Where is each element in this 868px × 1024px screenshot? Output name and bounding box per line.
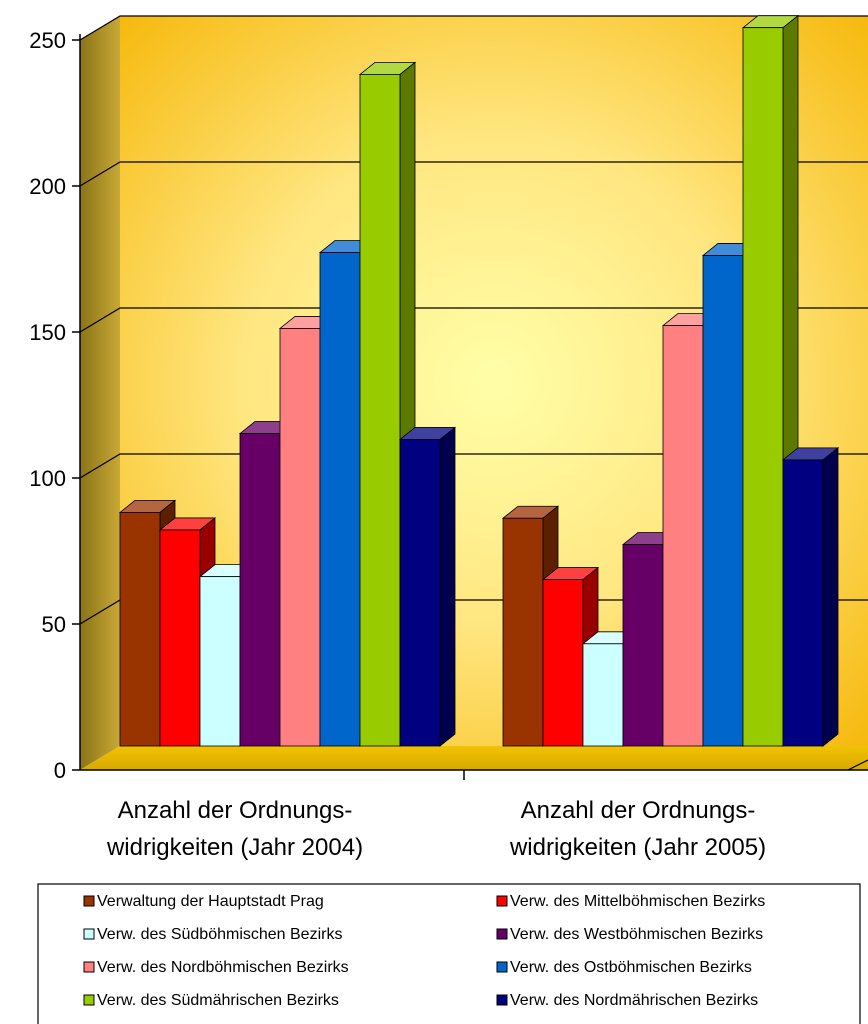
bar-front — [119, 512, 161, 747]
bar-front — [702, 255, 744, 747]
legend-label: Verw. des Südböhmischen Bezirks — [97, 926, 342, 943]
bar-front — [782, 459, 824, 747]
bar-front — [359, 74, 401, 747]
gridline — [79, 453, 868, 479]
gridline — [79, 15, 868, 41]
y-tick-label: 200 — [29, 174, 66, 199]
bar-front — [239, 433, 281, 747]
legend-swatch — [496, 928, 508, 940]
gridline — [79, 307, 868, 333]
legend-label: Verwaltung der Hauptstadt Prag — [97, 893, 324, 910]
legend-swatch — [83, 961, 95, 973]
bar-front — [502, 517, 544, 747]
y-tick-label: 100 — [29, 466, 66, 491]
legend-swatch — [83, 895, 95, 907]
legend-label: Verw. des Südmährischen Bezirks — [97, 992, 339, 1009]
legend-label: Verw. des Westböhmischen Bezirks — [510, 926, 763, 943]
axes: 0 50 100 150 200 250 Anzahl der Ordnungs-widri… — [29, 28, 868, 861]
bar-front — [622, 544, 664, 747]
legend-swatch — [496, 961, 508, 973]
legend: Verwaltung der Hauptstadt Prag Verw. des … — [37, 883, 861, 1024]
bar-front — [542, 579, 584, 747]
bar — [398, 426, 457, 747]
bar-front — [159, 529, 201, 747]
x-category-label: widrigkeiten (Jahr 2004) — [106, 834, 363, 861]
bar-front — [582, 643, 624, 747]
y-tick-label: 50 — [42, 612, 66, 637]
legend-label: Verw. des Nordmährischen Bezirks — [510, 992, 758, 1009]
legend-swatch — [83, 928, 95, 940]
gridline — [79, 161, 868, 187]
side-wall — [80, 16, 120, 770]
bar-front — [319, 252, 361, 747]
bar-front — [399, 438, 441, 747]
legend-swatch — [496, 895, 508, 907]
y-tick-label: 150 — [29, 320, 66, 345]
x-category-label: Anzahl der Ordnungs- — [521, 797, 756, 824]
legend-swatch — [496, 994, 508, 1006]
bar-side — [439, 426, 456, 747]
bar-side — [822, 447, 839, 747]
bar-front — [742, 27, 784, 747]
x-axis-depth-line — [847, 759, 868, 771]
y-tick-label: 250 — [29, 28, 66, 53]
bar — [781, 447, 840, 747]
legend-box — [37, 883, 861, 1024]
x-category-label: widrigkeiten (Jahr 2005) — [509, 834, 766, 861]
y-tick-label: 0 — [54, 758, 66, 783]
legend-swatch — [83, 994, 95, 1006]
legend-label: Verw. des Nordböhmischen Bezirks — [97, 959, 349, 976]
bar-front — [199, 576, 241, 747]
legend-label: Verw. des Ostböhmischen Bezirks — [510, 959, 752, 976]
legend-label: Verw. des Mittelböhmischen Bezirks — [510, 893, 765, 910]
bar-front — [662, 325, 704, 747]
x-category-label: Anzahl der Ordnungs- — [118, 797, 353, 824]
bars — [118, 14, 840, 747]
floor — [80, 746, 868, 770]
bar-front — [279, 328, 321, 747]
